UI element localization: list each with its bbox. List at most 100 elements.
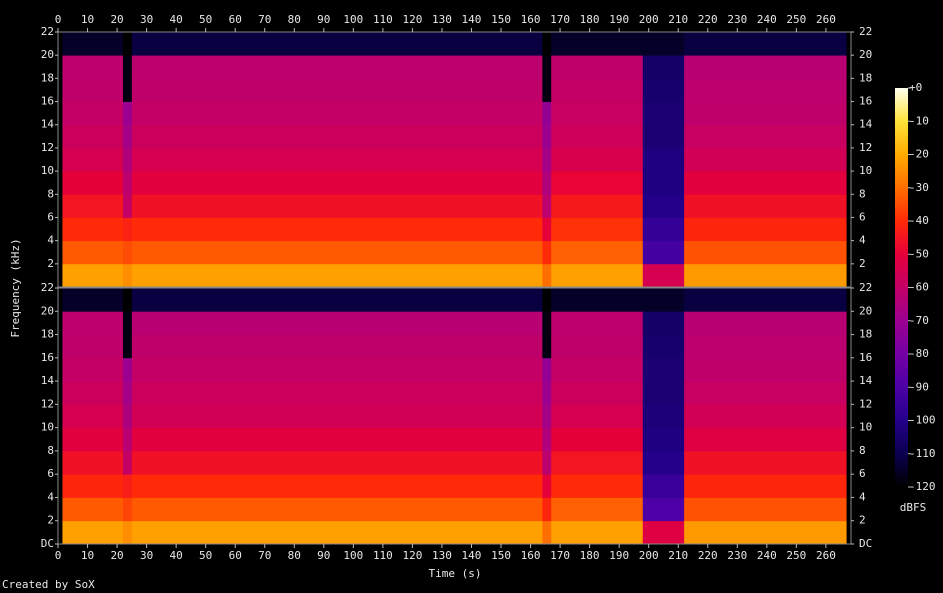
spectrogram-cell xyxy=(62,311,124,335)
spectrogram-cell xyxy=(551,520,644,545)
spectrogram-cell xyxy=(122,497,133,522)
spectrogram-panel xyxy=(58,32,852,288)
colorbar-tick-label: -70 xyxy=(909,314,929,327)
spectrogram-cell xyxy=(551,450,644,475)
y-tick-label: 8 xyxy=(47,444,54,457)
y-tick-label: 10 xyxy=(41,421,54,434)
plot-frame xyxy=(57,31,852,288)
y-tick-label: 8 xyxy=(47,187,54,200)
spectrogram-cell xyxy=(684,474,847,498)
colorbar-tick-label: -60 xyxy=(909,281,929,294)
x-tick-label: 60 xyxy=(229,13,242,26)
spectrogram-cell xyxy=(62,124,124,149)
x-tick-label: 70 xyxy=(258,549,271,562)
x-tick-label: 130 xyxy=(432,549,452,562)
spectrogram-cell xyxy=(122,78,133,102)
x-tick-label: 150 xyxy=(491,13,511,26)
spectrogram-cell xyxy=(846,450,852,475)
spectrogram-cell xyxy=(551,427,644,452)
spectrogram-cell xyxy=(846,497,852,522)
y-tick-label: DC xyxy=(859,537,872,550)
y-tick-label: 22 xyxy=(41,25,54,38)
spectrogram-cell xyxy=(846,474,852,498)
x-tick-label: 120 xyxy=(402,13,422,26)
spectrogram-cell xyxy=(58,55,63,79)
y-tick-label: 18 xyxy=(41,71,54,84)
spectrogram-cell xyxy=(846,217,852,242)
y-tick-label: 22 xyxy=(41,281,54,294)
x-tick-label: 200 xyxy=(639,13,659,26)
y-tick-label: 10 xyxy=(859,164,872,177)
spectrogram-cell xyxy=(542,32,552,56)
spectrogram-cell xyxy=(62,147,124,172)
x-tick-label: 220 xyxy=(698,549,718,562)
spectrogram-cell xyxy=(684,311,847,335)
spectrogram-cell xyxy=(551,404,644,429)
y-tick-label: 2 xyxy=(859,514,866,527)
spectrogram-cell xyxy=(122,450,133,475)
spectrogram-cell xyxy=(551,147,644,172)
x-tick-label: 40 xyxy=(170,549,183,562)
x-tick-label: 0 xyxy=(55,13,62,26)
colorbar-tick-label: -30 xyxy=(909,181,929,194)
x-tick-label: 0 xyxy=(55,549,62,562)
y-tick-label: 12 xyxy=(859,397,872,410)
y-tick-label: 22 xyxy=(859,25,872,38)
spectrogram-cell xyxy=(122,217,133,242)
spectrogram-cell xyxy=(58,147,63,172)
spectrogram-cell xyxy=(542,474,552,498)
y-tick-label: 12 xyxy=(859,141,872,154)
spectrogram-cell xyxy=(642,78,685,102)
x-tick-label: 180 xyxy=(580,549,600,562)
x-tick-label: 230 xyxy=(727,549,747,562)
spectrogram-cell xyxy=(131,101,543,126)
y-tick-label: 6 xyxy=(859,210,866,223)
spectrogram-cell xyxy=(62,194,124,218)
x-tick-label: 90 xyxy=(317,549,330,562)
spectrogram-cell xyxy=(684,32,847,56)
x-tick-label: 260 xyxy=(816,13,836,26)
x-tick-label: 240 xyxy=(757,13,777,26)
spectrogram-cell xyxy=(58,78,63,102)
y-tick-label: 4 xyxy=(47,234,54,247)
spectrogram-cell xyxy=(684,171,847,195)
spectrogram-cell xyxy=(122,427,133,452)
spectrogram-cell xyxy=(684,450,847,475)
x-tick-label: 10 xyxy=(81,549,94,562)
y-tick-label: 8 xyxy=(859,187,866,200)
y-tick-label: 20 xyxy=(859,48,872,61)
spectrogram-cell xyxy=(551,171,644,195)
spectrogram-cell xyxy=(62,240,124,265)
spectrogram-cell xyxy=(846,357,852,382)
spectrogram-cell xyxy=(551,381,644,405)
y-tick-label: 16 xyxy=(859,95,872,108)
spectrogram-cell xyxy=(542,217,552,242)
x-tick-label: 230 xyxy=(727,13,747,26)
spectrogram-cell xyxy=(542,263,552,288)
x-tick-label: 240 xyxy=(757,549,777,562)
x-tick-label: 40 xyxy=(170,13,183,26)
x-tick-label: 80 xyxy=(288,13,301,26)
spectrogram-cell xyxy=(551,497,644,522)
spectrogram-cell xyxy=(131,32,543,56)
spectrogram-cell xyxy=(58,334,63,359)
colorbar-tick-label: -40 xyxy=(909,214,929,227)
spectrogram-cell xyxy=(684,55,847,79)
spectrogram-cell xyxy=(642,194,685,218)
spectrogram-cell xyxy=(122,55,133,79)
x-tick-label: 100 xyxy=(343,549,363,562)
spectrogram-cell xyxy=(684,217,847,242)
spectrogram-cell xyxy=(551,55,644,79)
x-tick-label: 110 xyxy=(373,549,393,562)
spectrogram-cell xyxy=(62,288,124,312)
spectrogram-cell xyxy=(551,263,644,288)
y-tick-label: 4 xyxy=(47,490,54,503)
y-tick-label: 10 xyxy=(41,164,54,177)
y-tick-label: 2 xyxy=(859,257,866,270)
y-tick-label: 16 xyxy=(41,95,54,108)
spectrogram-cell xyxy=(58,217,63,242)
y-tick-label: 18 xyxy=(859,328,872,341)
spectrogram-cell xyxy=(122,32,133,56)
x-tick-label: 10 xyxy=(81,13,94,26)
plot-frame xyxy=(57,287,852,545)
